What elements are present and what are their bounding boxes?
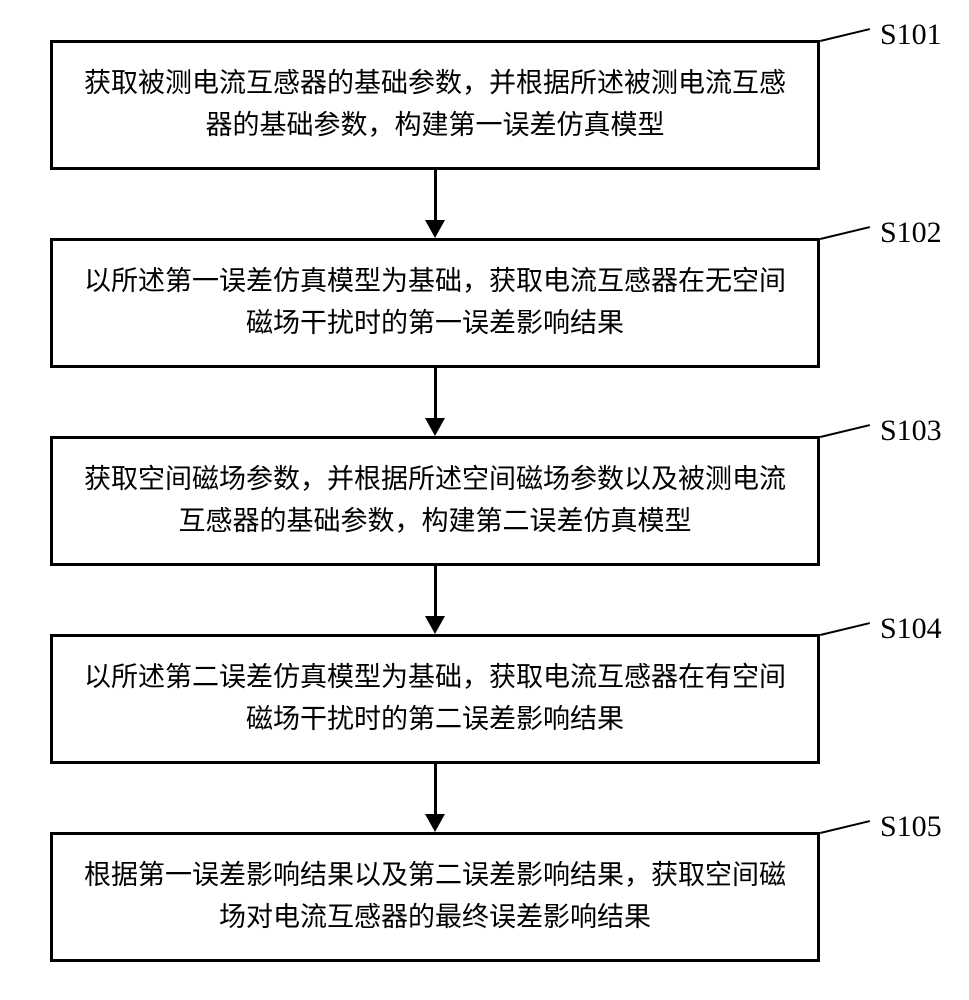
flowchart-canvas: 获取被测电流互感器的基础参数，并根据所述被测电流互感器的基础参数，构建第一误差仿… bbox=[0, 0, 969, 1000]
leader-line bbox=[820, 622, 870, 636]
flowchart-node: 获取被测电流互感器的基础参数，并根据所述被测电流互感器的基础参数，构建第一误差仿… bbox=[50, 40, 820, 170]
arrow-stem bbox=[434, 764, 437, 816]
arrow-stem bbox=[434, 368, 437, 420]
flowchart-node-text: 以所述第一误差仿真模型为基础，获取电流互感器在无空间磁场干扰时的第一误差影响结果 bbox=[73, 261, 797, 345]
flowchart-node-text: 获取被测电流互感器的基础参数，并根据所述被测电流互感器的基础参数，构建第一误差仿… bbox=[73, 63, 797, 147]
flowchart-node: 根据第一误差影响结果以及第二误差影响结果，获取空间磁场对电流互感器的最终误差影响… bbox=[50, 832, 820, 962]
flowchart-node-text: 根据第一误差影响结果以及第二误差影响结果，获取空间磁场对电流互感器的最终误差影响… bbox=[73, 855, 797, 939]
flowchart-node-text: 获取空间磁场参数，并根据所述空间磁场参数以及被测电流互感器的基础参数，构建第二误… bbox=[73, 459, 797, 543]
leader-line bbox=[820, 820, 870, 834]
arrow-stem bbox=[434, 170, 437, 222]
arrow-head-icon bbox=[425, 220, 445, 238]
leader-line bbox=[820, 226, 870, 240]
step-label: S101 bbox=[880, 18, 942, 52]
step-label: S102 bbox=[880, 216, 942, 250]
step-label: S103 bbox=[880, 414, 942, 448]
leader-line bbox=[820, 28, 870, 42]
step-label: S105 bbox=[880, 810, 942, 844]
arrow-head-icon bbox=[425, 616, 445, 634]
step-label: S104 bbox=[880, 612, 942, 646]
arrow-head-icon bbox=[425, 418, 445, 436]
flowchart-node: 以所述第一误差仿真模型为基础，获取电流互感器在无空间磁场干扰时的第一误差影响结果 bbox=[50, 238, 820, 368]
flowchart-node: 获取空间磁场参数，并根据所述空间磁场参数以及被测电流互感器的基础参数，构建第二误… bbox=[50, 436, 820, 566]
flowchart-node: 以所述第二误差仿真模型为基础，获取电流互感器在有空间磁场干扰时的第二误差影响结果 bbox=[50, 634, 820, 764]
arrow-stem bbox=[434, 566, 437, 618]
leader-line bbox=[820, 424, 870, 438]
flowchart-node-text: 以所述第二误差仿真模型为基础，获取电流互感器在有空间磁场干扰时的第二误差影响结果 bbox=[73, 657, 797, 741]
arrow-head-icon bbox=[425, 814, 445, 832]
